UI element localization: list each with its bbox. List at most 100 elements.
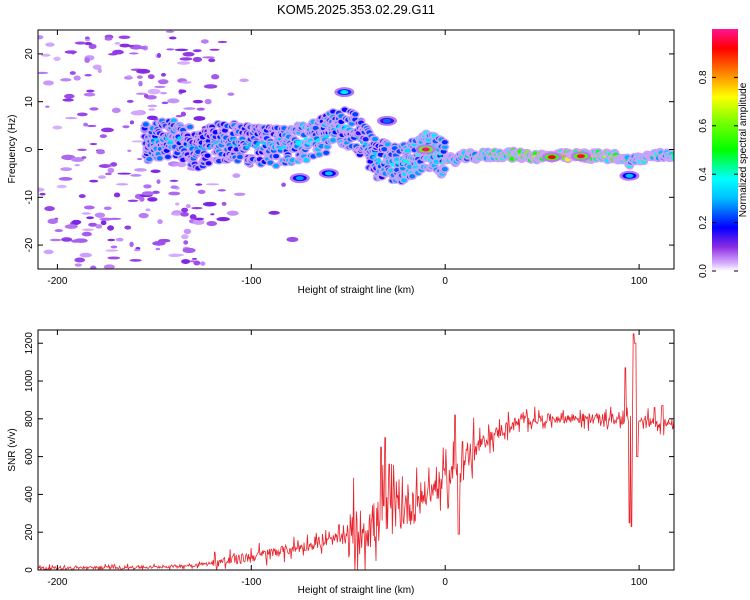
spectrogram-cell [194, 217, 205, 221]
spectrogram-cell [81, 231, 92, 237]
spectrogram-cell [323, 150, 330, 155]
spectrogram-cell [71, 239, 80, 243]
spectrogram-cell [376, 158, 381, 161]
spectrogram-x-tick-label: 100 [631, 276, 648, 287]
spectrogram-cell [295, 176, 304, 181]
spectrogram-cell [576, 154, 585, 159]
spectrogram-cell [404, 148, 411, 154]
spectrogram-cell [117, 172, 132, 175]
spectrogram-cell [86, 216, 94, 220]
spectrogram-cell [189, 214, 197, 220]
spectrogram-cell [192, 99, 204, 104]
spectrogram-y-tick-label: 0 [24, 146, 35, 152]
spectrogram-cell [130, 174, 142, 177]
spectrogram-cell [233, 192, 246, 196]
spectrogram-cell [126, 99, 134, 103]
spectrogram-cell [168, 191, 181, 196]
spectrogram-cell [671, 152, 674, 156]
spectrogram-cell [172, 163, 181, 166]
spectrogram-cell [183, 228, 192, 234]
snr-x-ticks: -200 -100 0 100 [47, 330, 648, 588]
spectrogram-cell [111, 107, 121, 114]
spectrogram-cell [180, 212, 189, 217]
spectrogram-cell [129, 258, 142, 262]
spectrogram-cell [256, 141, 261, 145]
spectrogram-cell [127, 149, 132, 152]
spectrogram-cell [170, 118, 177, 123]
spectrogram-cell [76, 112, 88, 117]
spectrogram-cell [99, 217, 113, 221]
spectrogram-cell [70, 157, 85, 162]
spectrogram-cell [126, 75, 132, 79]
spectrogram-cell [81, 156, 87, 159]
spectrogram-cell [196, 107, 205, 111]
spectrogram-cell [141, 191, 155, 196]
spectrogram-cell [49, 238, 62, 242]
spectrogram-cell [244, 145, 250, 149]
spectrogram-cell [324, 144, 331, 149]
spectrogram-cell [89, 107, 99, 111]
spectrogram-cell [103, 206, 112, 211]
spectrogram-cell [178, 89, 187, 94]
spectrogram-cell [180, 111, 187, 117]
snr-y-tick-label: 1000 [24, 369, 35, 392]
spectrogram-cell [202, 201, 217, 207]
spectrogram-cell [268, 210, 280, 215]
snr-y-tick-label: 1200 [24, 332, 35, 355]
spectrogram-cell [138, 80, 143, 87]
spectrogram-cell [157, 79, 169, 85]
spectrogram-cell [312, 125, 319, 131]
spectrogram-cell [161, 101, 169, 105]
spectrogram-cell [441, 167, 448, 172]
spectrogram-cell [74, 263, 82, 267]
spectrogram-cell [45, 42, 55, 47]
spectrogram-cell [143, 93, 149, 99]
spectrogram-cell [200, 261, 206, 266]
spectrogram-cell [147, 88, 161, 95]
spectrogram-cell [175, 202, 180, 206]
spectrogram-cell [78, 194, 86, 199]
spectrogram-cell [203, 84, 218, 89]
spectrogram-cell [324, 171, 333, 176]
spectrogram-cell [197, 189, 206, 195]
spectrogram-cell [150, 169, 161, 174]
spectrogram-cell [202, 56, 215, 59]
spectrogram-cell [179, 57, 193, 61]
snr-y-tick-label: 600 [24, 448, 35, 465]
snr-y-axis-label: SNR (v/v) [7, 428, 18, 471]
spectrogram-cell [409, 174, 416, 179]
spectrogram-cell [96, 149, 105, 155]
spectrogram-cell [135, 92, 147, 95]
spectrogram-cell [237, 154, 244, 160]
spectrogram-cell [134, 168, 147, 172]
spectrogram-y-tick-label: -10 [24, 190, 35, 205]
spectrogram-cell [107, 225, 114, 231]
spectrogram-cell [671, 155, 674, 161]
spectrogram-cell [273, 153, 280, 159]
spectrogram-cell [99, 134, 108, 139]
spectrogram-cell [176, 162, 187, 168]
spectrogram-cell [180, 81, 192, 84]
spectrogram-cell [110, 245, 118, 249]
spectrogram-cell [273, 163, 280, 168]
colorbar: 0.0 0.2 0.4 0.6 0.8 Normalized spectral ampl… [698, 29, 749, 278]
spectrogram-cell [181, 207, 189, 213]
spectrogram-cell [88, 43, 97, 50]
spectrogram-cell [625, 173, 634, 178]
spectrogram-cell [160, 91, 168, 95]
spectrogram-cell [140, 46, 146, 50]
spectrogram-cell [384, 142, 391, 147]
spectrogram-cell [192, 219, 205, 225]
spectrogram-cell [103, 264, 115, 269]
spectrogram-cell [421, 147, 430, 152]
snr-frame [37, 329, 675, 571]
spectrogram-cell [208, 58, 216, 63]
spectrogram-cell [53, 56, 61, 62]
spectrogram-cell [129, 241, 134, 247]
spectrogram-cell [200, 39, 209, 44]
spectrogram-cell [115, 237, 124, 242]
colorbar-gradient [712, 29, 738, 271]
spectrogram-cell [147, 197, 158, 202]
spectrogram-cell [182, 247, 196, 253]
